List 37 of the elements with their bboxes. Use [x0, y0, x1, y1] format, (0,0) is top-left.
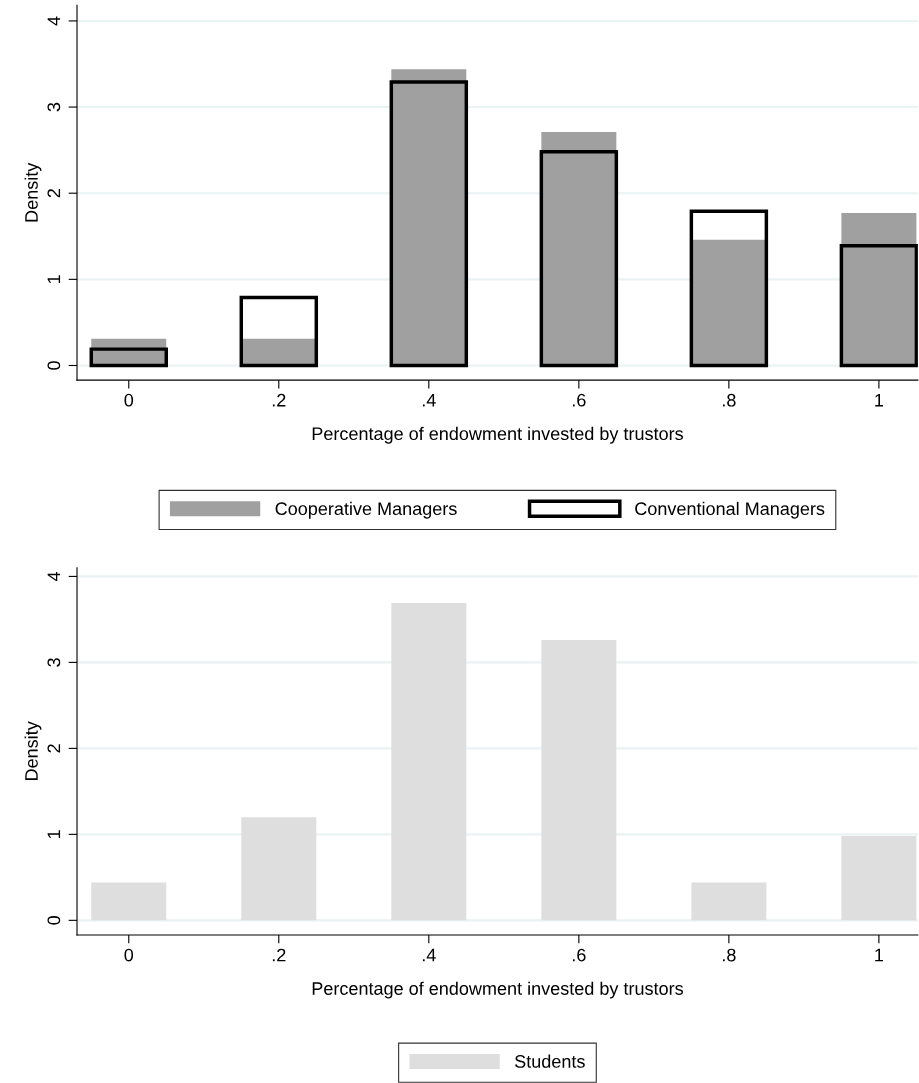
x-tick-label: .8	[722, 393, 736, 407]
y-tick-label: 3	[47, 658, 61, 667]
x-tick-label: .2	[272, 393, 286, 407]
y-tick-label: 2	[47, 744, 61, 753]
y-tick-label: 4	[47, 571, 61, 582]
x-tick-label: 0	[124, 948, 134, 962]
x-tick-label: 1	[875, 948, 884, 962]
x-tick-label: .6	[572, 393, 586, 407]
bar	[541, 640, 617, 921]
y-tick-label: 1	[47, 830, 61, 838]
y-axis-title: Density	[24, 162, 42, 222]
y-tick-label: 4	[47, 16, 61, 26]
bar	[691, 882, 767, 921]
legend-label: Cooperative Managers	[275, 501, 457, 519]
bar	[841, 213, 917, 366]
y-axis-title: Density	[24, 721, 42, 781]
y-tick-label: 2	[47, 189, 61, 198]
x-tick-label: .4	[422, 948, 436, 962]
bar	[841, 836, 917, 921]
legend-label: Students	[515, 1054, 585, 1068]
x-axis-title: Percentage of endowment invested by trustors	[312, 981, 683, 999]
x-tick-label: .8	[722, 948, 736, 962]
x-tick-label: 1	[875, 393, 884, 407]
bar	[691, 239, 767, 366]
x-tick-label: 0	[124, 393, 134, 407]
legend-label: Conventional Managers	[635, 501, 825, 519]
y-tick-label: 0	[47, 916, 61, 925]
y-tick-label: 1	[47, 275, 61, 283]
bar	[91, 882, 167, 921]
x-tick-label: .2	[272, 948, 286, 962]
x-tick-label: .4	[422, 393, 436, 407]
bar	[391, 603, 467, 921]
bar	[241, 817, 317, 921]
x-axis-title: Percentage of endowment invested by trustors	[312, 426, 683, 444]
y-tick-label: 3	[47, 102, 61, 112]
x-tick-label: .6	[572, 948, 586, 962]
y-tick-label: 0	[47, 361, 61, 370]
